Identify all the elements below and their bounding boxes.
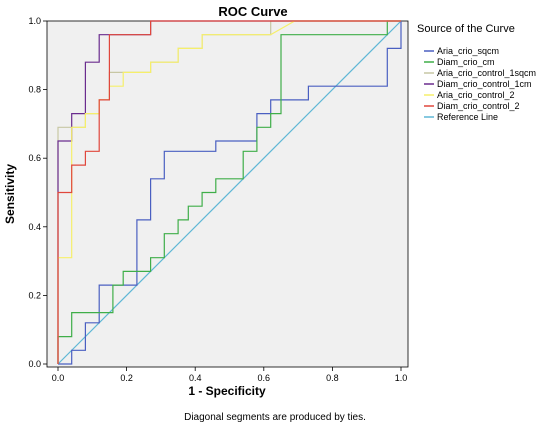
legend: Aria_crio_sqcmDiam_crio_cmAria_crio_cont… xyxy=(424,46,536,122)
series-line-diam-crio-control-2 xyxy=(57,20,401,364)
legend-label: Aria_crio_control_2 xyxy=(437,90,515,100)
chart-title: ROC Curve xyxy=(218,4,287,19)
x-tick-label: 0.6 xyxy=(258,373,271,383)
legend-label: Reference Line xyxy=(437,112,498,122)
x-tick-label: 1.0 xyxy=(395,373,408,383)
x-tick-label: 0.0 xyxy=(52,373,65,383)
x-tick-label: 0.8 xyxy=(326,373,339,383)
legend-label: Aria_crio_sqcm xyxy=(437,46,499,56)
series-lines xyxy=(57,20,402,365)
y-tick-label: 0.6 xyxy=(28,153,41,163)
y-axis-label: Sensitivity xyxy=(3,164,17,224)
series-line-aria-crio-sqcm xyxy=(58,21,402,365)
y-tick-label: 0.0 xyxy=(28,359,41,369)
series-line-diam-crio-cm xyxy=(57,20,401,364)
x-tick-label: 0.4 xyxy=(189,373,202,383)
footnote: Diagonal segments are produced by ties. xyxy=(184,412,366,423)
legend-divider xyxy=(412,40,413,140)
legend-title: Source of the Curve xyxy=(417,23,515,35)
x-tick-label: 0.2 xyxy=(120,373,133,383)
y-tick-label: 0.4 xyxy=(28,222,41,232)
legend-label: Aria_crio_control_1sqcm xyxy=(437,68,536,78)
legend-label: Diam_crio_control_2 xyxy=(437,101,520,111)
legend-label: Diam_crio_control_1cm xyxy=(437,79,532,89)
y-tick-label: 0.8 xyxy=(28,85,41,95)
axis-ticks: 0.0 0.2 0.4 0.6 0.8 1.0 0.0 0.2 0.4 0.6 0.8 1.0 xyxy=(28,16,407,383)
y-tick-label: 1.0 xyxy=(28,16,41,26)
y-tick-label: 0.2 xyxy=(28,290,41,300)
legend-label: Diam_crio_cm xyxy=(437,57,495,67)
series-line-aria-crio-control-2 xyxy=(57,20,401,364)
x-axis-label: 1 - Specificity xyxy=(188,384,266,398)
series-line-reference-line xyxy=(57,20,402,365)
